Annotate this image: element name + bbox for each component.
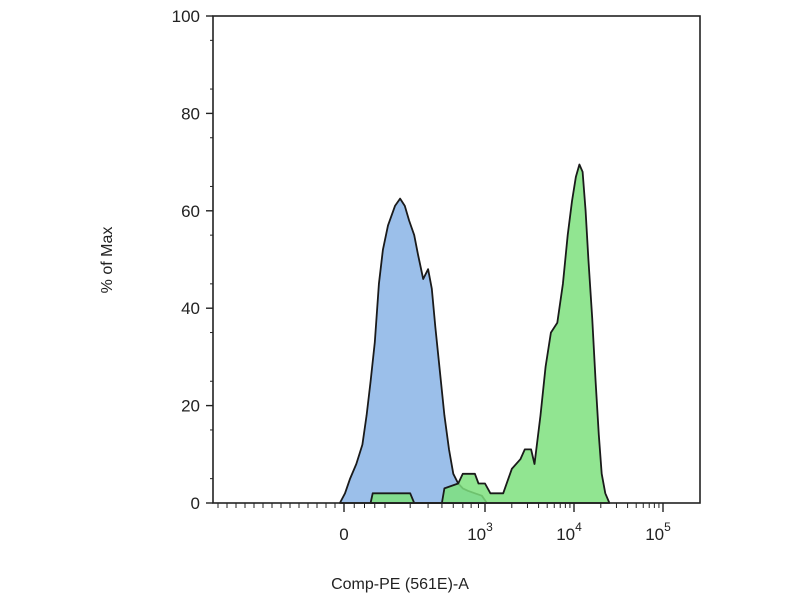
- x-tick-label: 0: [339, 525, 348, 544]
- y-axis-title: % of Max: [99, 227, 116, 294]
- y-tick-label: 80: [181, 104, 200, 123]
- x-tick-label: 104: [556, 520, 582, 544]
- plot-frame: [212, 15, 701, 504]
- series-2-area: [369, 163, 611, 504]
- y-tick-label: 100: [172, 7, 200, 26]
- y-tick-label: 60: [181, 202, 200, 221]
- series-1-area: [339, 197, 488, 504]
- x-tick-label: 105: [645, 520, 671, 544]
- y-tick-label: 20: [181, 397, 200, 416]
- x-tick-labels: 0 103 104 105: [339, 520, 671, 544]
- y-tick-label: 40: [181, 299, 200, 318]
- x-axis-title: Comp-PE (561E)-A: [331, 576, 469, 593]
- x-tick-label: 103: [467, 520, 493, 544]
- y-tick-label: 0: [191, 494, 200, 513]
- tick-layer: [206, 15, 664, 512]
- y-tick-labels: 0 20 40 60 80 100: [172, 7, 200, 513]
- series-layer: [339, 163, 611, 504]
